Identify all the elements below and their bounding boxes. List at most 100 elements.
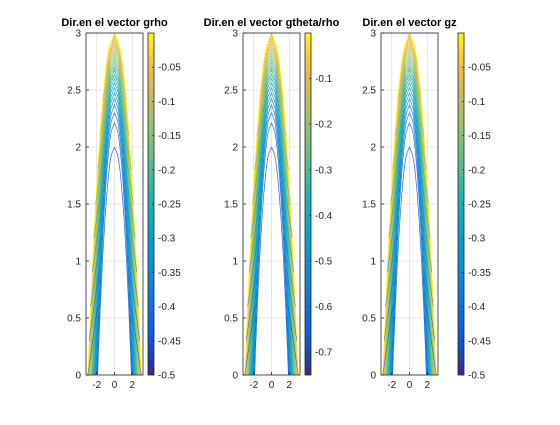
mesh-ring [288,306,299,375]
mesh-line [91,62,115,375]
colorbar-tick-label: -0.05 [468,63,491,74]
mesh-ring [99,67,115,136]
mesh-ring [394,67,410,136]
mesh-line [96,122,115,375]
y-tick-label: 2 [370,143,376,154]
y-tick-label: 2 [75,143,81,154]
mesh-line [390,98,410,375]
mesh-line [251,82,272,375]
mesh-ring [128,238,139,307]
mesh-ring [382,306,393,375]
mesh-ring [105,33,115,68]
mesh-line [96,112,115,375]
colorbar-tick-label: -0.25 [468,200,491,211]
mesh-line [386,62,410,375]
mesh-line [97,146,115,375]
colorbar-tick-label: -0.45 [158,336,181,347]
mesh-line [87,35,115,375]
y-tick-label: 2.5 [362,86,376,97]
mesh-line [389,82,410,375]
mesh-ring [276,101,289,170]
colorbar-tick-label: -0.2 [315,120,333,131]
x-tick-label: 0 [269,380,275,391]
mesh-ring [426,306,437,375]
colorbar-tick-label: -0.15 [158,131,181,142]
mesh-line [409,78,431,375]
mesh-line [92,66,115,375]
colorbar [304,32,312,376]
mesh-ring [286,272,298,341]
mesh-ring [244,306,255,375]
mesh-line [254,146,272,375]
mesh-line [114,82,135,375]
mesh-ring [409,33,422,102]
x-tick-label: 2 [130,380,136,391]
subplot-title: Dir.en el vector gz [362,17,457,29]
mesh-line [271,43,297,375]
y-tick-label: 2.5 [224,86,238,97]
mesh-line [93,73,115,375]
mesh-ring [392,101,405,170]
mesh-line [409,52,434,375]
mesh-ring [421,203,433,273]
mesh-ring [419,169,431,239]
mesh-ring [417,135,429,205]
mesh-line [246,43,272,375]
mesh-line [271,92,291,375]
mesh-line [384,43,410,375]
y-tick-label: 0.5 [362,314,376,325]
mesh-ring [93,169,105,239]
mesh-line [94,82,115,375]
mesh-line [252,104,272,375]
mesh-ring [390,135,402,205]
y-tick-label: 2.5 [67,86,81,97]
mesh-line [409,35,437,375]
mesh-line [114,73,136,375]
mesh-ring [95,135,107,205]
mesh-ring [383,272,395,341]
y-tick-label: 1.5 [67,200,81,211]
mesh-line [95,98,115,375]
mesh-ring [245,272,257,341]
mesh-ring [87,306,98,375]
colorbar-tick-label: -0.5 [158,371,176,382]
mesh-surface [244,33,299,375]
y-tick-label: 0 [232,371,238,382]
mesh-ring [88,272,100,341]
mesh-line [409,87,430,375]
mesh-line [114,62,138,375]
mesh-line [114,78,136,375]
y-tick-label: 0 [370,371,376,382]
colorbar-tick-label: -0.35 [468,268,491,279]
mesh-line [114,33,142,375]
mesh-line [95,104,115,375]
mesh-ring [131,306,142,375]
y-tick-label: 1.5 [224,200,238,211]
x-tick-label: -2 [387,380,396,391]
mesh-line [271,62,295,375]
mesh-ring [262,33,272,68]
mesh-line [409,104,429,375]
mesh-ring [252,135,264,205]
mesh-line [391,112,410,375]
colorbar-tick-label: -0.5 [315,257,333,268]
mesh-line [114,104,134,375]
mesh-surface [87,33,142,375]
y-tick-label: 3 [75,29,81,40]
mesh-ring [271,33,284,102]
mesh-line [409,43,435,375]
mesh-ring [414,101,427,170]
mesh-line [244,35,272,375]
mesh-line [271,98,291,375]
mesh-line [409,112,428,375]
mesh-line [390,104,410,375]
mesh-line [409,73,431,375]
mesh-line [409,146,427,375]
mesh-line [388,73,410,375]
mesh-line [249,66,272,375]
mesh-line [253,112,272,375]
mesh-line [271,122,290,375]
colorbar-tick-label: -0.05 [158,63,181,74]
mesh-line [391,122,410,375]
